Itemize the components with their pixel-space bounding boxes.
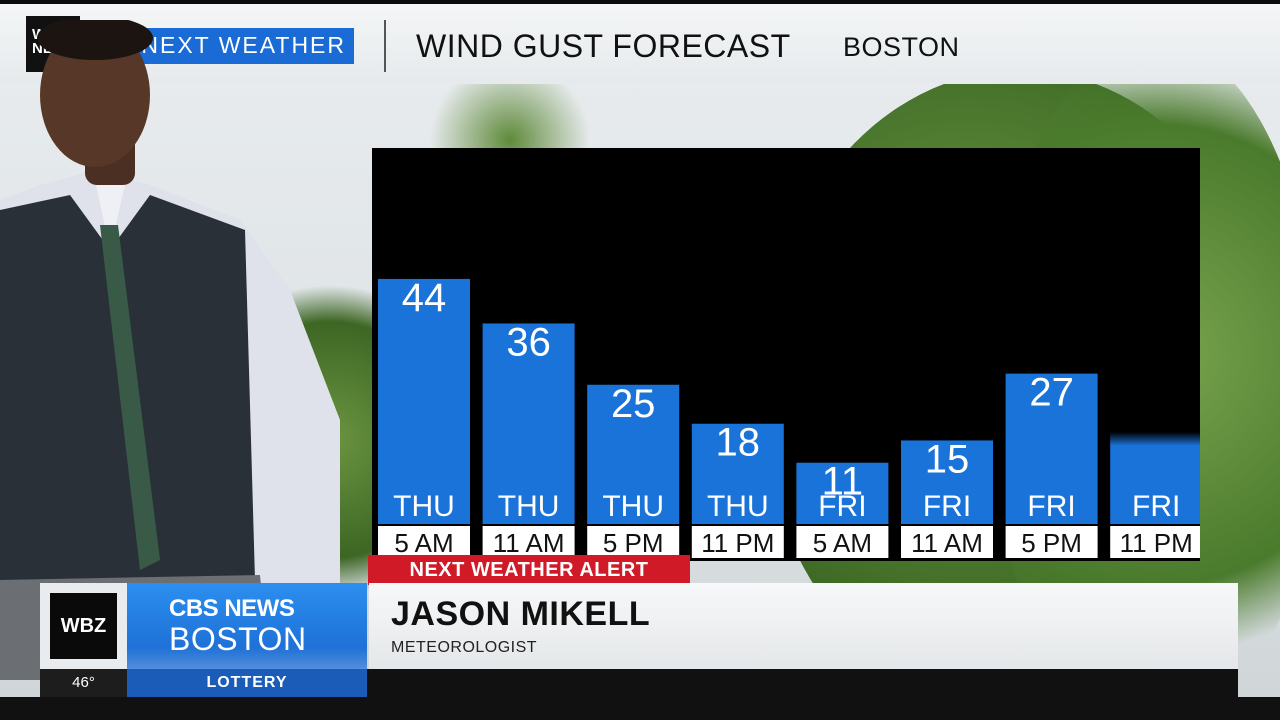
temperature-readout: 46°: [40, 669, 127, 697]
bar-value-label: 11: [822, 460, 864, 504]
network-name: CBS NEWS: [169, 595, 295, 622]
bar: [482, 323, 575, 524]
station-box: WBZ: [40, 583, 127, 669]
bar: [587, 384, 680, 524]
wbz-logo: WBZ: [50, 593, 117, 659]
name-panel: JASON MIKELL METEOROLOGIST: [369, 583, 1238, 669]
bar-time-label: 11 AM: [493, 528, 565, 558]
ticker-label: LOTTERY: [127, 669, 367, 697]
time-label-box: [482, 526, 575, 558]
chart-panel: 44 THU 5 AM 36 THU 11 AM 25 THU 5 PM 18 THU 11 PM 11…: [372, 148, 1200, 561]
bar-value-label: 15: [925, 437, 970, 481]
bar: [901, 440, 993, 524]
bar-value-label: 25: [611, 382, 656, 426]
weather-alert-banner: NEXT WEATHER ALERT: [368, 555, 690, 585]
presenter-figure: [0, 20, 340, 680]
time-label-box: [691, 526, 784, 558]
bar-day-label: THU: [393, 490, 455, 523]
bar-time-label: 5 PM: [1021, 528, 1082, 558]
presenter-name: JASON MIKELL: [391, 595, 651, 633]
city-label: BOSTON: [843, 32, 960, 62]
brand-text: NEXT WEATHER: [141, 32, 346, 58]
bar-time-label: 5 AM: [394, 528, 453, 558]
bar-value-label: 44: [402, 276, 447, 320]
time-label-box: [587, 526, 680, 558]
bar-day-label: THU: [602, 490, 664, 523]
bar-day-label: FRI: [1132, 490, 1180, 523]
bar-time-label: 11 PM: [1120, 528, 1193, 558]
header-divider: [384, 20, 386, 72]
time-label-box: [796, 526, 889, 558]
bar-day-label: THU: [707, 490, 769, 523]
lower-third: WBZ CBS NEWS BOSTON JASON MIKELL METEORO…: [40, 583, 1238, 669]
bar: [691, 423, 784, 524]
time-label-box: [901, 526, 993, 558]
bar-time-label: 5 AM: [813, 528, 872, 558]
bar: [796, 462, 889, 524]
bar-value-label: 27: [1029, 371, 1074, 415]
bar-value-label: 18: [716, 421, 761, 465]
bar-time-label: 11 AM: [911, 528, 983, 558]
bar: [378, 278, 470, 524]
time-label-box: [1110, 526, 1200, 558]
bar-time-label: 5 PM: [603, 528, 664, 558]
bar-time-label: 11 PM: [701, 528, 774, 558]
wind-gust-chart: 44 THU 5 AM 36 THU 11 AM 25 THU 5 PM 18 THU 11 PM 11…: [378, 276, 1200, 558]
time-label-box: [378, 526, 470, 558]
bar-day-label: FRI: [1027, 490, 1075, 523]
network-logo: CBS NEWS BOSTON: [127, 583, 367, 669]
bar: [1005, 373, 1098, 524]
bar-day-label: FRI: [818, 490, 866, 523]
bar-day-label: THU: [498, 490, 560, 523]
forecast-title: WIND GUST FORECAST: [416, 28, 791, 64]
presenter-role: METEOROLOGIST: [391, 639, 538, 656]
bottom-strip: [0, 697, 1280, 720]
bar-value-label: 36: [506, 320, 550, 364]
bar: [1110, 432, 1200, 524]
time-label-box: [1005, 526, 1098, 558]
bar-day-label: FRI: [923, 490, 971, 523]
skyline-graphic: [127, 647, 367, 669]
ticker-bar: 46° LOTTERY: [40, 669, 1238, 697]
